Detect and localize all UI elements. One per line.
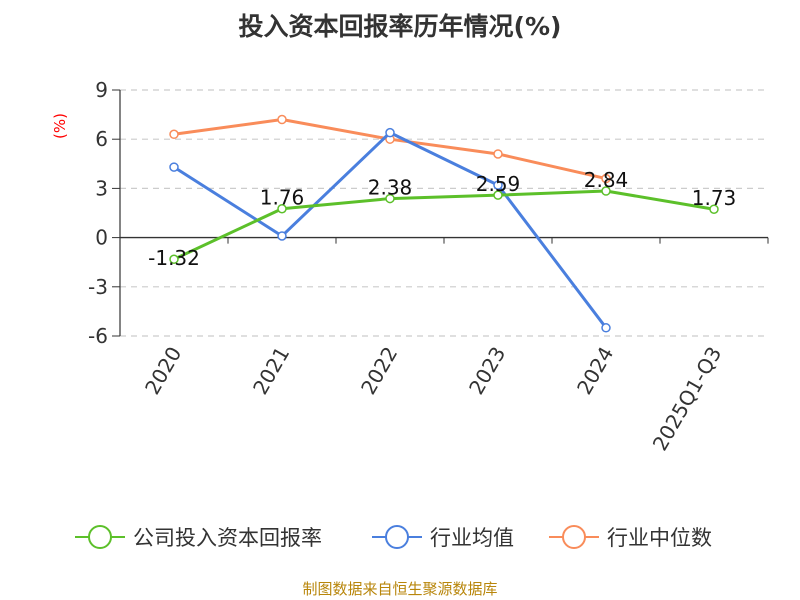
- legend[interactable]: 公司投入资本回报率 行业均值 行业中位数: [75, 525, 712, 550]
- y-tick-label: 3: [95, 176, 108, 200]
- legend-marker: [385, 525, 409, 549]
- x-tick-label: 2022: [356, 343, 402, 399]
- data-point: [493, 190, 503, 200]
- data-label: 2.38: [368, 176, 413, 200]
- legend-item[interactable]: 行业中位数: [549, 525, 712, 550]
- x-tick-label: 2021: [248, 343, 294, 399]
- data-point: [169, 129, 179, 140]
- legend-marker: [562, 525, 586, 549]
- data-point: [601, 186, 611, 196]
- data-point: [277, 114, 287, 125]
- data-point: [277, 203, 287, 214]
- y-tick-label: 9: [95, 78, 108, 102]
- legend-marker: [88, 525, 112, 549]
- chart-title: 投入资本回报率历年情况(%): [239, 12, 562, 41]
- data-point: [385, 193, 395, 204]
- source-note: 制图数据来自恒生聚源数据库: [302, 580, 497, 598]
- y-tick-label: -6: [88, 324, 108, 348]
- x-tick-label: 2023: [464, 343, 510, 399]
- x-tick-label: 2025Q1-Q3: [648, 343, 727, 455]
- data-point: [493, 149, 503, 159]
- data-label: 2.84: [584, 168, 629, 192]
- legend-label: 公司投入资本回报率: [133, 526, 322, 550]
- legend-item[interactable]: 公司投入资本回报率: [75, 525, 322, 550]
- legend-item[interactable]: 行业均值: [372, 525, 514, 550]
- data-point: [169, 254, 179, 264]
- data-point: [385, 127, 395, 138]
- data-label: 2.59: [476, 172, 521, 196]
- data-labels: -1.32 1.76 2.38 2.59 2.84 1.73: [148, 168, 736, 270]
- data-point: [169, 162, 179, 172]
- data-point: [709, 204, 719, 214]
- x-tick-label: 2020: [140, 343, 186, 399]
- data-point: [493, 180, 503, 190]
- data-point: [601, 323, 611, 333]
- data-point: [277, 231, 287, 241]
- y-tick-label: 6: [95, 127, 108, 151]
- series-lines: [169, 114, 719, 333]
- data-label: 1.76: [260, 186, 305, 210]
- series-line: [173, 189, 715, 261]
- legend-label: 行业中位数: [607, 526, 712, 550]
- data-point: [601, 173, 611, 184]
- data-label: -1.32: [148, 246, 200, 270]
- x-tick-label: 2024: [572, 343, 618, 399]
- data-label: 1.73: [692, 186, 737, 210]
- y-tick-label: -3: [88, 275, 108, 299]
- y-tick-label: 0: [95, 226, 108, 250]
- y-axis-label: (%): [51, 113, 69, 139]
- legend-label: 行业均值: [430, 526, 514, 550]
- gridlines: [120, 89, 768, 337]
